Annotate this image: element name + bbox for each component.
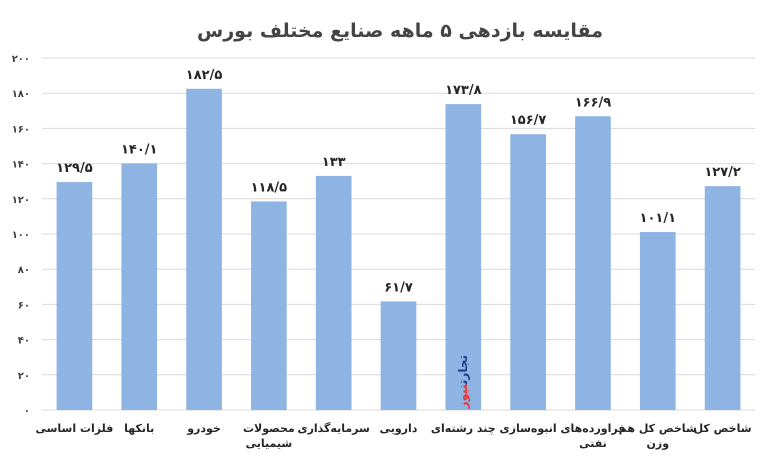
chart-title: مقایسه بازدهی ۵ ماهه صنایع مختلف بورس xyxy=(197,20,603,42)
bar xyxy=(704,186,741,410)
y-tick-label: ۶۰ xyxy=(18,300,30,311)
y-tick-label: ۰ xyxy=(24,406,30,417)
category-label: محصولات xyxy=(243,422,295,435)
data-label: ۱۵۶/۷ xyxy=(510,113,547,128)
y-tick-label: ۱۸۰ xyxy=(12,89,30,100)
y-tick-label: ۲۰ xyxy=(18,371,30,382)
svg-text:تجارتنیوز: تجارتنیوز xyxy=(456,355,471,409)
bar xyxy=(510,134,546,410)
data-label: ۱۸۲/۵ xyxy=(186,68,223,83)
category-label: فلزات اساسی xyxy=(35,422,113,435)
data-label: ۱۶۶/۹ xyxy=(575,95,612,110)
bar xyxy=(380,301,417,410)
x-axis: فلزات اساسی بانکها خودرو محصولات شیمیایی سرما… xyxy=(35,422,751,450)
watermark-part1: تجارت xyxy=(456,355,470,385)
grid xyxy=(42,57,755,411)
bar xyxy=(186,88,222,411)
category-label: نفتی xyxy=(579,437,607,450)
bar xyxy=(315,175,352,410)
category-label: خودرو xyxy=(186,422,221,435)
y-tick-label: ۴۰ xyxy=(18,336,30,347)
category-label: چند رشته‌ای xyxy=(431,422,496,435)
category-label: شاخص کل هم xyxy=(619,422,697,435)
y-axis: ۰ ۲۰ ۴۰ ۶۰ ۸۰ ۱۰۰ ۱۲۰ ۱۴۰ ۱۶۰ ۱۸۰ ۲۰۰ xyxy=(12,54,30,417)
data-labels: ۱۲۹/۵ ۱۴۰/۱ ۱۸۲/۵ ۱۱۸/۵ ۱۳۳ ۶۱/۷ ۱۷۳/۸ ۱۵۶/۷ ۱۶۶… xyxy=(56,68,741,296)
category-label: شیمیایی xyxy=(246,437,293,450)
category-label: انبوه‌سازی xyxy=(500,422,557,435)
category-label: شاخص کل xyxy=(694,422,752,435)
data-label: ۱۴۰/۱ xyxy=(121,142,158,157)
category-label: دارویی xyxy=(380,422,418,435)
category-label: بانکها xyxy=(124,422,154,435)
data-label: ۱۲۷/۲ xyxy=(704,165,741,180)
data-label: ۱۰۱/۱ xyxy=(640,211,677,226)
data-label: ۱۳۳ xyxy=(322,155,346,170)
y-tick-label: ۱۶۰ xyxy=(12,124,30,135)
y-tick-label: ۱۴۰ xyxy=(12,160,30,171)
bar xyxy=(121,163,158,410)
y-tick-label: ۲۰۰ xyxy=(12,54,30,65)
bar xyxy=(251,201,287,410)
data-label: ۶۱/۷ xyxy=(384,280,413,295)
category-label: وزن xyxy=(646,437,669,450)
bar xyxy=(639,232,676,410)
bar xyxy=(56,182,93,410)
data-label: ۱۲۹/۵ xyxy=(56,161,93,176)
bars xyxy=(56,88,741,411)
bar xyxy=(575,116,611,411)
watermark-part2: نیوز xyxy=(456,383,471,409)
y-tick-label: ۱۲۰ xyxy=(12,195,30,206)
category-label: سرمایه‌گذاری xyxy=(298,422,370,435)
bar xyxy=(445,104,482,410)
data-label: ۱۷۳/۸ xyxy=(445,83,482,98)
y-tick-label: ۸۰ xyxy=(18,265,30,276)
data-label: ۱۱۸/۵ xyxy=(251,180,288,195)
watermark: تجارتنیوز xyxy=(456,355,471,409)
category-label: فراورده‌های xyxy=(560,422,625,435)
y-tick-label: ۱۰۰ xyxy=(12,230,30,241)
